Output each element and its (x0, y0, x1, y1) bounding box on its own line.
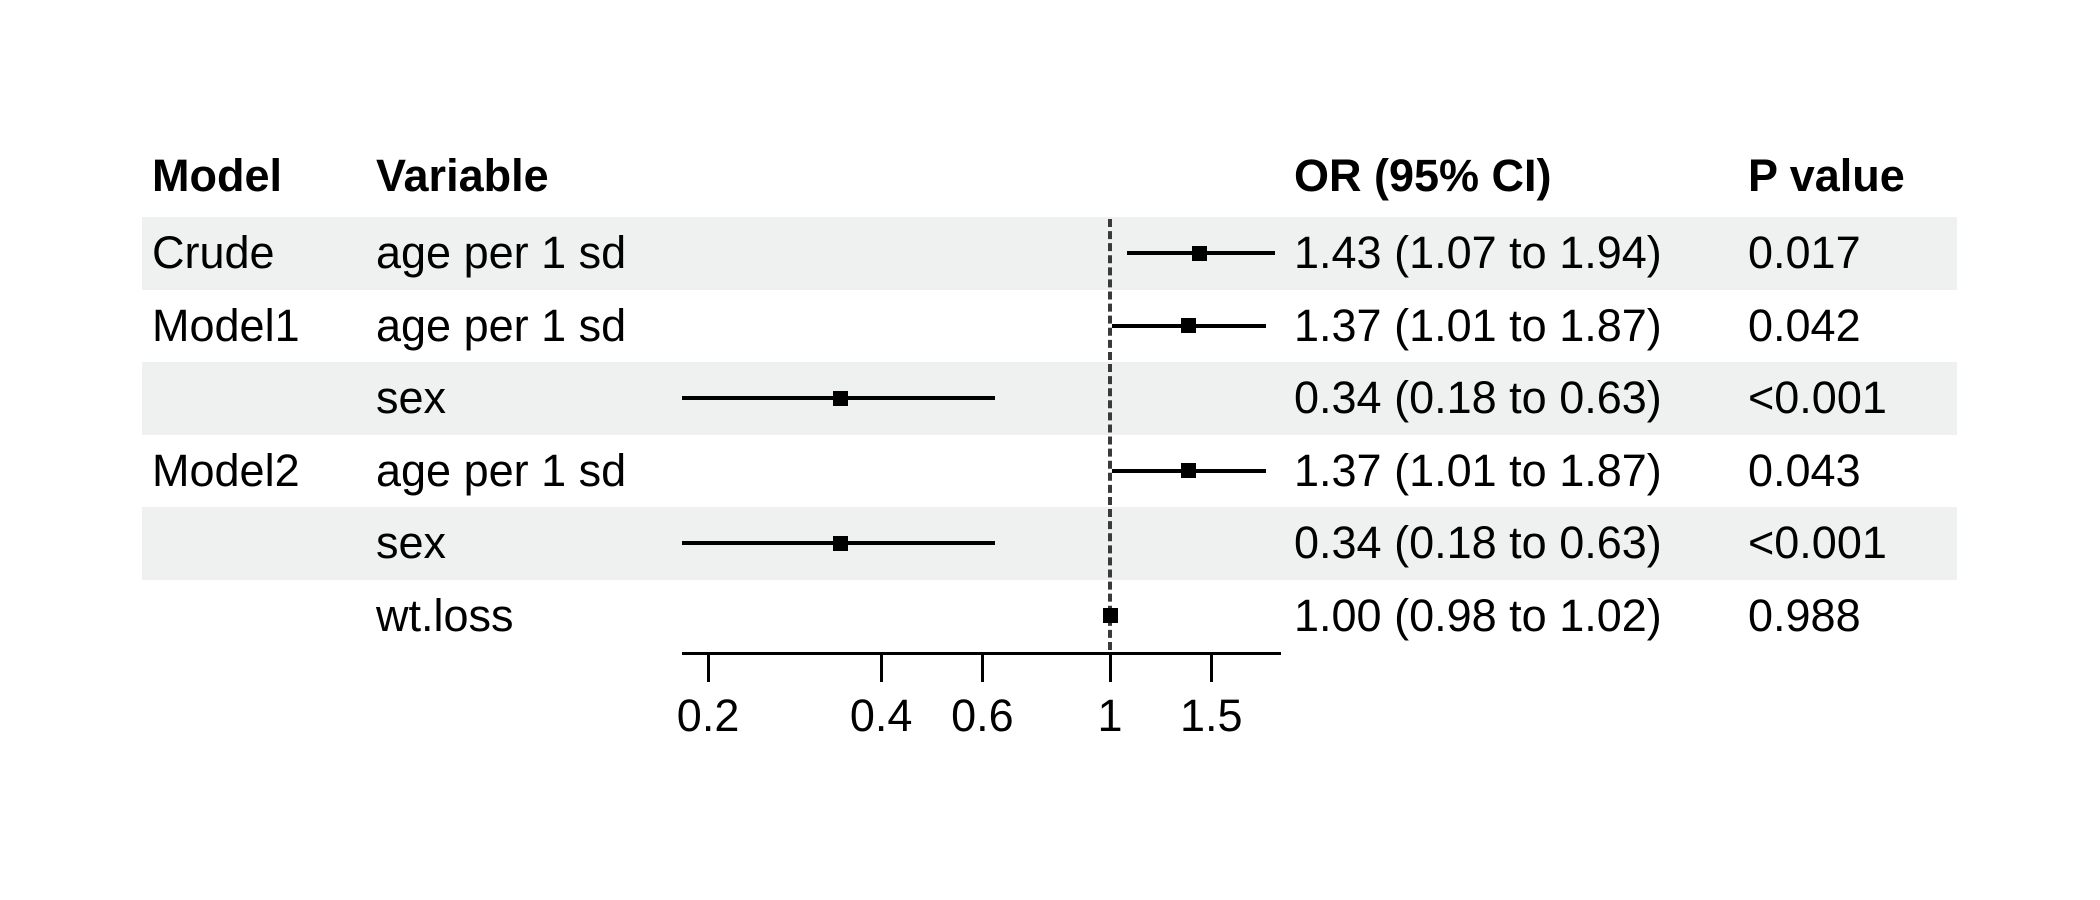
row-p-value-label: 0.988 (1748, 589, 1861, 641)
row-shade-band (142, 362, 1957, 435)
estimate-marker (1191, 245, 1207, 261)
estimate-marker (1181, 463, 1197, 479)
x-axis-tick (879, 652, 883, 682)
x-axis-tick-label: 0.6 (951, 690, 1014, 741)
x-axis-tick (980, 652, 984, 682)
table-row: Model2 age per 1 sd 1.37 (1.01 to 1.87) 0.0… (0, 435, 2100, 508)
column-header-model: Model (152, 150, 282, 201)
table-row: Crude age per 1 sd 1.43 (1.07 to 1.94) 0.01… (0, 217, 2100, 290)
x-axis-tick (706, 652, 710, 682)
estimate-marker (833, 535, 849, 551)
row-shade-band (142, 217, 1957, 290)
row-p-value-label: <0.001 (1748, 517, 1887, 569)
table-row: sex 0.34 (0.18 to 0.63) <0.001 (0, 507, 2100, 580)
estimate-marker (1102, 608, 1118, 624)
x-axis-tick-label: 1 (1097, 690, 1123, 741)
row-variable-label: sex (376, 372, 447, 424)
x-axis-tick (1209, 652, 1213, 682)
row-model-label: Model2 (152, 444, 300, 496)
x-axis-tick-label: 0.4 (849, 690, 913, 741)
row-or-ci-label: 1.00 (0.98 to 1.02) (1294, 589, 1662, 641)
row-p-value-label: 0.017 (1748, 227, 1861, 279)
row-variable-label: sex (376, 517, 447, 569)
row-p-value-label: 0.043 (1748, 444, 1861, 496)
column-header-or-ci: OR (95% CI) (1294, 150, 1552, 201)
row-p-value-label: 0.042 (1748, 299, 1861, 351)
table-row: sex 0.34 (0.18 to 0.63) <0.001 (0, 362, 2100, 435)
x-axis-tick (1108, 652, 1112, 682)
x-axis-tick-label: 0.2 (676, 690, 740, 741)
row-shade-band (142, 507, 1957, 580)
row-p-value-label: <0.001 (1748, 372, 1887, 424)
row-or-ci-label: 1.37 (1.01 to 1.87) (1294, 444, 1662, 496)
table-row: Model1 age per 1 sd 1.37 (1.01 to 1.87) 0.0… (0, 290, 2100, 363)
table-row: wt.loss 1.00 (0.98 to 1.02) 0.988 (0, 580, 2100, 653)
row-variable-label: wt.loss (376, 589, 514, 641)
row-model-label: Model1 (152, 299, 300, 351)
row-or-ci-label: 0.34 (0.18 to 0.63) (1294, 517, 1662, 569)
estimate-marker (833, 390, 849, 406)
column-header-p-value: P value (1748, 150, 1905, 201)
row-variable-label: age per 1 sd (376, 299, 627, 351)
row-or-ci-label: 1.43 (1.07 to 1.94) (1294, 227, 1662, 279)
row-model-label: Crude (152, 227, 275, 279)
reference-line (1108, 219, 1112, 650)
x-axis-tick-label: 1.5 (1179, 690, 1243, 741)
row-or-ci-label: 1.37 (1.01 to 1.87) (1294, 299, 1662, 351)
row-or-ci-label: 0.34 (0.18 to 0.63) (1294, 372, 1662, 424)
row-variable-label: age per 1 sd (376, 444, 627, 496)
estimate-marker (1181, 318, 1197, 334)
row-variable-label: age per 1 sd (376, 227, 627, 279)
column-header-variable: Variable (376, 150, 549, 201)
